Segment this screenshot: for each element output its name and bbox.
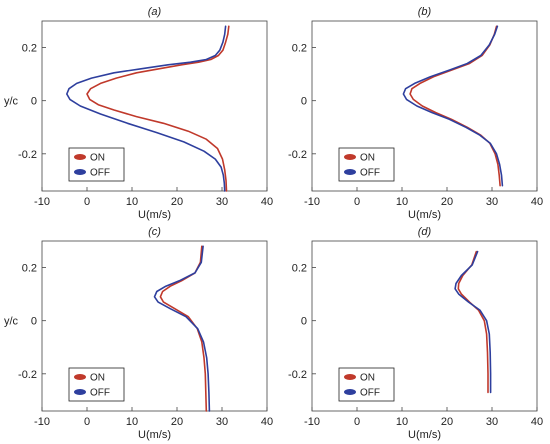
x-axis-label: U(m/s) [138,429,171,441]
y-axis-label: y/c [4,316,19,328]
x-tick-label: 40 [261,196,273,208]
x-tick-label: -10 [34,416,50,428]
legend-label-off: OFF [360,388,380,399]
series-line-on [159,245,208,412]
y-tick-label: 0.2 [292,43,307,55]
y-tick-label: 0 [31,316,37,328]
panel-title: (d) [418,226,432,238]
legend-box [68,147,125,182]
x-tick-label: 10 [396,196,408,208]
x-tick-label: 0 [354,196,360,208]
y-tick-label: -0.2 [288,149,307,161]
x-tick-label: 0 [84,416,90,428]
legend-label-on: ON [90,153,105,164]
y-tick-label: 0 [301,316,307,328]
y-tick-label: 0.2 [22,43,37,55]
plot-frame [41,20,268,192]
legend-swatch-on [74,374,86,380]
legend-label-off: OFF [360,168,380,179]
x-tick-label: 40 [531,416,543,428]
panel-d: (d) -10 0 10 20 30 40 -0.2 0 0.2 U(m/s) ON OFF [288,226,543,441]
x-tick-label: 30 [216,416,228,428]
x-axis-label: U(m/s) [408,429,441,441]
x-axis-label: U(m/s) [408,209,441,221]
legend-label-off: OFF [90,168,110,179]
series-line-on [457,250,489,394]
y-tick-label: -0.2 [18,369,37,381]
legend-swatch-on [74,154,86,160]
x-tick-label: 0 [84,196,90,208]
x-tick-label: 20 [441,416,453,428]
panel-b: (b) -10 0 10 20 30 40 -0.2 0 0.2 U(m/s) ON OFF [288,6,543,221]
x-tick-label: 20 [441,196,453,208]
series-line-off [66,25,227,192]
x-tick-label: 0 [354,416,360,428]
x-tick-label: -10 [304,196,320,208]
legend-swatch-off [74,389,86,395]
x-tick-label: 30 [216,196,228,208]
y-axis-label: y/c [4,96,19,108]
y-tick-label: 0.2 [292,263,307,275]
plot-frame [41,240,268,412]
x-tick-label: 30 [486,416,498,428]
y-tick-label: 0 [31,96,37,108]
legend-label-on: ON [360,373,375,384]
series-line-off [153,245,211,412]
series-line-off [454,250,492,394]
series-line-on [409,25,501,187]
y-tick-label: -0.2 [288,369,307,381]
panel-a: (a) -10 0 10 20 30 40 -0.2 0 0.2 U(m/s) y/c ON OFF [4,6,273,221]
y-tick-label: -0.2 [18,149,37,161]
legend-label-on: ON [360,153,375,164]
legend-swatch-off [344,169,356,175]
panel-title: (b) [418,6,432,18]
legend-box [338,367,395,402]
x-tick-label: 20 [171,196,183,208]
legend-box [338,147,395,182]
x-axis-label: U(m/s) [138,209,171,221]
x-tick-label: 40 [531,196,543,208]
y-tick-label: 0.2 [22,263,37,275]
plot-frame [311,20,538,192]
x-tick-label: 10 [396,416,408,428]
series-line-on [86,25,230,192]
panel-c: (c) -10 0 10 20 30 40 -0.2 0 0.2 U(m/s) y/c ON OFF [4,226,273,441]
legend-label-off: OFF [90,388,110,399]
x-tick-label: 10 [126,416,138,428]
panel-title: (a) [148,6,162,18]
legend-label-on: ON [90,373,105,384]
y-tick-label: 0 [301,96,307,108]
x-tick-label: -10 [304,416,320,428]
x-tick-label: 10 [126,196,138,208]
x-tick-label: 20 [171,416,183,428]
panel-title: (c) [148,226,161,238]
plot-frame [311,240,538,412]
legend-swatch-off [344,389,356,395]
x-tick-label: -10 [34,196,50,208]
legend-swatch-on [344,154,356,160]
legend-swatch-on [344,374,356,380]
x-tick-label: 30 [486,196,498,208]
x-tick-label: 40 [261,416,273,428]
legend-box [68,367,125,402]
series-line-off [402,25,504,187]
legend-swatch-off [74,169,86,175]
